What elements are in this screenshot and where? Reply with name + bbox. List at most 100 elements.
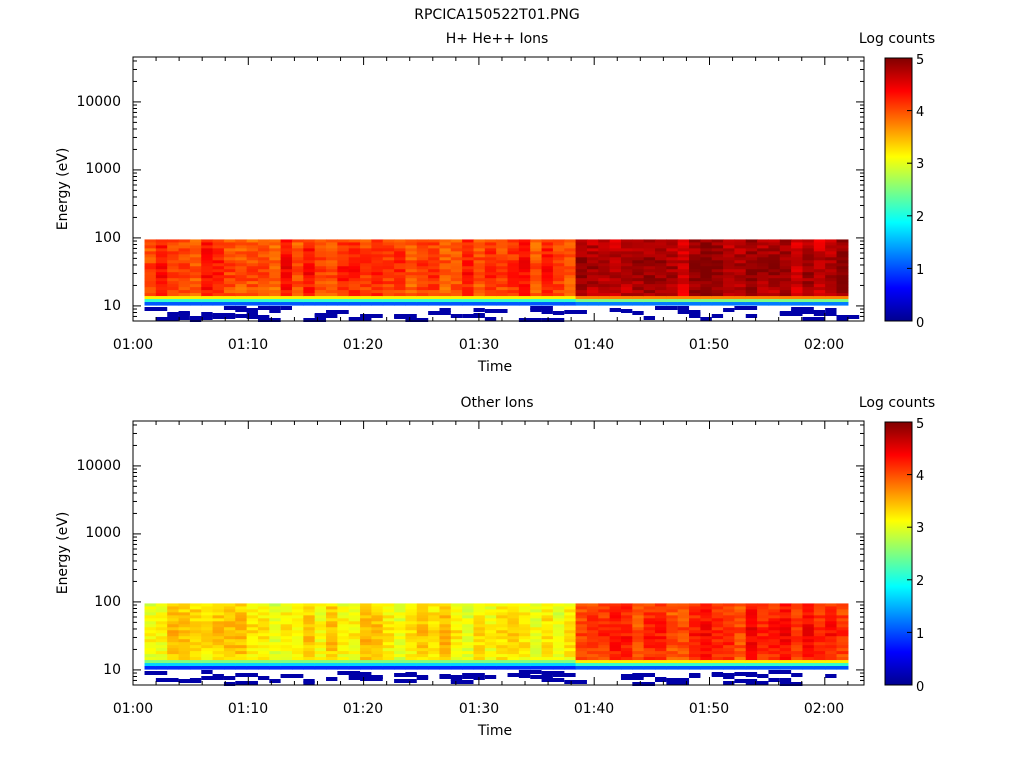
heatmap-cell bbox=[178, 302, 191, 306]
heatmap-cell bbox=[292, 654, 304, 658]
heatmap-cell bbox=[564, 290, 577, 294]
heatmap-cell bbox=[337, 260, 350, 264]
heatmap-cell bbox=[791, 627, 804, 631]
heatmap-cell bbox=[382, 609, 395, 613]
heatmap-cell bbox=[360, 609, 373, 613]
heatmap-fringe-cell bbox=[518, 670, 542, 674]
heatmap-cell bbox=[314, 603, 327, 608]
heatmap-cell bbox=[201, 639, 214, 643]
heatmap-cell bbox=[745, 639, 758, 643]
heatmap-cell bbox=[473, 660, 486, 664]
heatmap-fringe-cell bbox=[280, 306, 292, 310]
heatmap-cell bbox=[791, 263, 804, 267]
heatmap-cell bbox=[575, 630, 588, 634]
heatmap-cell bbox=[836, 275, 849, 279]
heatmap-cell bbox=[360, 290, 373, 294]
heatmap-cell bbox=[836, 248, 849, 252]
heatmap-cell bbox=[666, 636, 679, 640]
heatmap-cell bbox=[620, 645, 633, 649]
heatmap-cell bbox=[303, 642, 316, 646]
heatmap-cell bbox=[189, 251, 202, 255]
heatmap-cell bbox=[223, 618, 236, 622]
heatmap-cell bbox=[711, 245, 724, 249]
heatmap-cell bbox=[666, 651, 679, 655]
heatmap-cell bbox=[382, 627, 395, 631]
heatmap-cell bbox=[178, 633, 191, 637]
heatmap-cell bbox=[348, 654, 361, 658]
heatmap-cell bbox=[564, 272, 577, 276]
heatmap-cell bbox=[825, 633, 838, 637]
heatmap-cell bbox=[802, 633, 815, 637]
heatmap-cell bbox=[518, 618, 531, 622]
heatmap-cell bbox=[167, 299, 180, 303]
heatmap-cell bbox=[530, 260, 543, 264]
heatmap-cell bbox=[167, 263, 180, 267]
heatmap-cell bbox=[825, 248, 838, 252]
heatmap-cell bbox=[280, 239, 293, 244]
heatmap-fringe-cell bbox=[201, 670, 213, 674]
heatmap-cell bbox=[518, 627, 531, 631]
heatmap-cell bbox=[507, 657, 520, 661]
heatmap-cell bbox=[201, 630, 214, 634]
heatmap-cell bbox=[677, 242, 690, 246]
heatmap-cell bbox=[439, 621, 452, 625]
heatmap-cell bbox=[144, 272, 157, 276]
heatmap-cell bbox=[700, 275, 713, 279]
heatmap-cell bbox=[586, 293, 599, 297]
heatmap-cell bbox=[257, 293, 270, 297]
heatmap-cell bbox=[280, 627, 293, 631]
heatmap-cell bbox=[779, 287, 792, 291]
heatmap-cell bbox=[246, 642, 259, 646]
heatmap-cell bbox=[382, 624, 395, 628]
heatmap-fringe-cell bbox=[360, 314, 383, 318]
heatmap-cell bbox=[280, 302, 293, 306]
heatmap-cell bbox=[723, 281, 736, 285]
heatmap-cell bbox=[167, 245, 180, 249]
heatmap-cell bbox=[167, 284, 180, 288]
heatmap-cell bbox=[348, 266, 361, 270]
heatmap-cell bbox=[745, 630, 758, 634]
heatmap-cell bbox=[439, 642, 452, 646]
heatmap-cell bbox=[700, 657, 713, 661]
heatmap-cell bbox=[371, 290, 384, 294]
heatmap-cell bbox=[405, 239, 418, 244]
heatmap-cell bbox=[382, 296, 395, 300]
heatmap-cell bbox=[586, 278, 599, 282]
heatmap-cell bbox=[541, 624, 554, 628]
heatmap-fringe-cell bbox=[144, 307, 168, 311]
heatmap-cell bbox=[564, 648, 577, 652]
heatmap-cell bbox=[371, 630, 384, 634]
heatmap-cell bbox=[825, 293, 838, 297]
heatmap-cell bbox=[189, 612, 202, 616]
heatmap-cell bbox=[360, 257, 373, 261]
heatmap-cell bbox=[201, 648, 214, 652]
heatmap-cell bbox=[813, 612, 826, 616]
heatmap-cell bbox=[598, 278, 611, 282]
heatmap-cell bbox=[246, 290, 259, 294]
heatmap-cell bbox=[575, 269, 588, 273]
heatmap-cell bbox=[189, 290, 202, 294]
heatmap-cell bbox=[496, 663, 509, 667]
heatmap-cell bbox=[371, 269, 384, 273]
heatmap-cell bbox=[700, 654, 713, 658]
heatmap-cell bbox=[552, 296, 565, 300]
heatmap-cell bbox=[371, 263, 384, 267]
heatmap-cell bbox=[496, 651, 509, 655]
heatmap-cell bbox=[825, 609, 838, 613]
heatmap-cell bbox=[802, 302, 815, 306]
heatmap-cell bbox=[178, 606, 191, 610]
heatmap-cell bbox=[416, 254, 429, 258]
heatmap-cell bbox=[586, 636, 599, 640]
heatmap-cell bbox=[496, 630, 509, 634]
heatmap-cell bbox=[836, 269, 849, 273]
heatmap-cell bbox=[836, 287, 849, 291]
heatmap-cell bbox=[371, 612, 384, 616]
heatmap-cell bbox=[246, 627, 259, 631]
heatmap-cell bbox=[530, 245, 543, 249]
heatmap-cell bbox=[734, 648, 747, 652]
heatmap-cell bbox=[269, 293, 282, 297]
heatmap-cell bbox=[496, 648, 509, 652]
heatmap-cell bbox=[530, 630, 543, 634]
heatmap-cell bbox=[462, 287, 475, 291]
heatmap-cell bbox=[473, 242, 486, 246]
